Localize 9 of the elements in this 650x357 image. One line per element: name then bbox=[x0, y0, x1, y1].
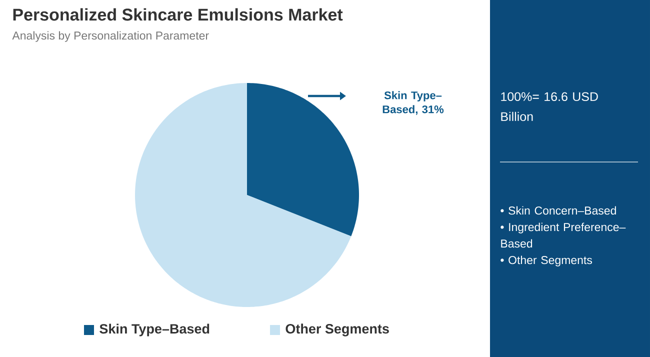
legend-label: Skin Type–Based bbox=[100, 324, 210, 336]
chart-subtitle: Analysis by Personalization Parameter bbox=[12, 31, 209, 42]
chart-title: Personalized Skincare Emulsions Market bbox=[13, 8, 343, 21]
data-label: Skin Type–Based, 31% bbox=[382, 91, 444, 115]
legend-label: Other Segments bbox=[286, 324, 389, 336]
text: 100%= 16.6 USD Billion bbox=[501, 92, 598, 122]
text: • Ingredient Preference–Based bbox=[500, 222, 626, 248]
text: • Skin Concern–Based bbox=[500, 206, 616, 215]
text: • Other Segments bbox=[500, 256, 592, 266]
